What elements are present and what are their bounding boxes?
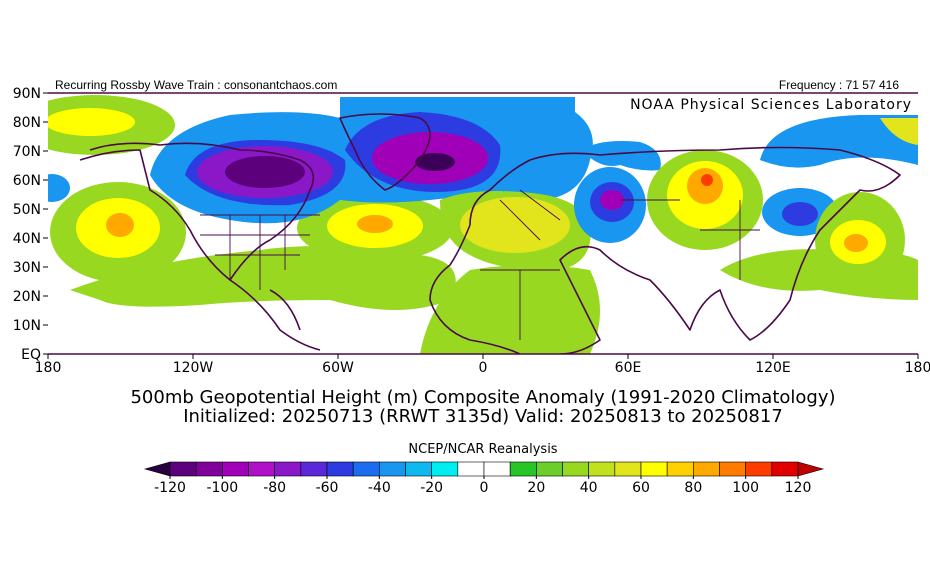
colorbar-swatch	[771, 461, 799, 477]
header-left: Recurring Rossby Wave Train : consonantc…	[55, 78, 337, 92]
lon-label: 180	[35, 360, 62, 376]
map	[48, 92, 918, 355]
header-right: Frequency : 71 57 416	[779, 78, 899, 92]
anomaly-field	[460, 197, 570, 253]
colorbar-swatch	[562, 461, 589, 477]
lat-label: 80N	[13, 115, 41, 131]
lon-label: 120E	[755, 360, 791, 376]
colorbar-tick-label: 100	[732, 480, 759, 496]
colorbar-swatch	[379, 461, 406, 477]
colorbar-swatch	[431, 461, 459, 477]
lat-label: EQ	[21, 347, 41, 363]
colorbar-swatch	[274, 461, 302, 477]
colorbar-swatch	[588, 461, 616, 477]
title: 500mb Geopotential Height (m) Composite …	[130, 387, 835, 408]
colorbar-tick-label: 40	[580, 480, 598, 496]
colorbar-tick-label: -60	[316, 480, 339, 496]
colorbar-swatch	[300, 461, 328, 477]
anomaly-field	[600, 190, 624, 210]
colorbar-tick-label: 60	[632, 480, 650, 496]
lat-label: 70N	[13, 144, 41, 160]
colorbar-tick-label: -20	[420, 480, 443, 496]
colorbar-swatch	[640, 461, 668, 477]
lat-label: 90N	[13, 86, 41, 102]
anomaly-field	[687, 168, 723, 204]
colorbar-swatch	[666, 461, 694, 477]
lat-label: 30N	[13, 260, 41, 276]
colorbar-swatch	[719, 461, 746, 477]
coastline	[339, 113, 431, 191]
anomaly-field	[225, 156, 305, 188]
colorbar-swatch	[745, 461, 773, 477]
colorbar-swatch	[614, 461, 642, 477]
colorbar-swatch	[222, 461, 249, 477]
anomaly-field	[844, 234, 868, 252]
colorbar-swatch	[405, 461, 432, 477]
anomaly-field	[782, 202, 818, 226]
anomaly-field	[415, 153, 455, 171]
lat-label: 20N	[13, 289, 41, 305]
colorbar-swatch	[195, 461, 223, 477]
anomaly-fields	[48, 95, 918, 354]
lat-label: 60N	[13, 173, 41, 189]
lon-label: 60E	[615, 360, 642, 376]
colorbar-swatch	[352, 461, 380, 477]
colorbar-swatch	[483, 461, 511, 477]
colorbar-tick-label: -40	[368, 480, 391, 496]
anomaly-field	[880, 118, 918, 145]
anomaly-field	[582, 141, 661, 171]
colorbar-tick-label: 0	[480, 480, 489, 496]
lon-label: 120W	[173, 360, 214, 376]
lat-label: 40N	[13, 231, 41, 247]
anomaly-field	[760, 115, 918, 168]
colorbar-over	[797, 461, 825, 477]
colorbar-tick-label: 120	[785, 480, 812, 496]
colorbar-swatch	[693, 461, 720, 477]
colorbar-swatch	[509, 461, 537, 477]
colorbar-swatch	[457, 461, 485, 477]
colorbar-under	[143, 461, 171, 477]
colorbar-tick-label: -120	[154, 480, 186, 496]
lat-label: 10N	[13, 318, 41, 334]
lon-label: 60W	[322, 360, 354, 376]
lon-label: 180	[905, 360, 930, 376]
anomaly-field	[420, 265, 600, 354]
lat-label: 50N	[13, 202, 41, 218]
coastline	[79, 142, 321, 351]
colorbar-label: NCEP/NCAR Reanalysis	[408, 442, 557, 457]
subtitle: Initialized: 20250713 (RRWT 3135d) Valid…	[183, 406, 783, 427]
colorbar-tick-label: -100	[206, 480, 238, 496]
colorbar-tick-label: 80	[684, 480, 702, 496]
colorbar-tick-label: -80	[263, 480, 286, 496]
colorbar-swatch	[536, 461, 563, 477]
anomaly-field	[106, 213, 134, 237]
anomaly-field	[48, 174, 70, 202]
anomaly-field	[701, 174, 713, 186]
colorbar-swatch	[169, 461, 197, 477]
coastline	[429, 146, 901, 354]
anomaly-field	[70, 246, 456, 310]
credit: NOAA Physical Sciences Laboratory	[630, 97, 912, 113]
credit-box	[620, 95, 916, 114]
anomaly-field	[357, 215, 393, 233]
colorbar-tick-label: 20	[527, 480, 545, 496]
political-border	[200, 189, 760, 340]
colorbar-swatch	[248, 461, 275, 477]
anomaly-field	[48, 108, 135, 136]
colorbar-swatch	[326, 461, 354, 477]
lon-label: 0	[479, 360, 488, 376]
